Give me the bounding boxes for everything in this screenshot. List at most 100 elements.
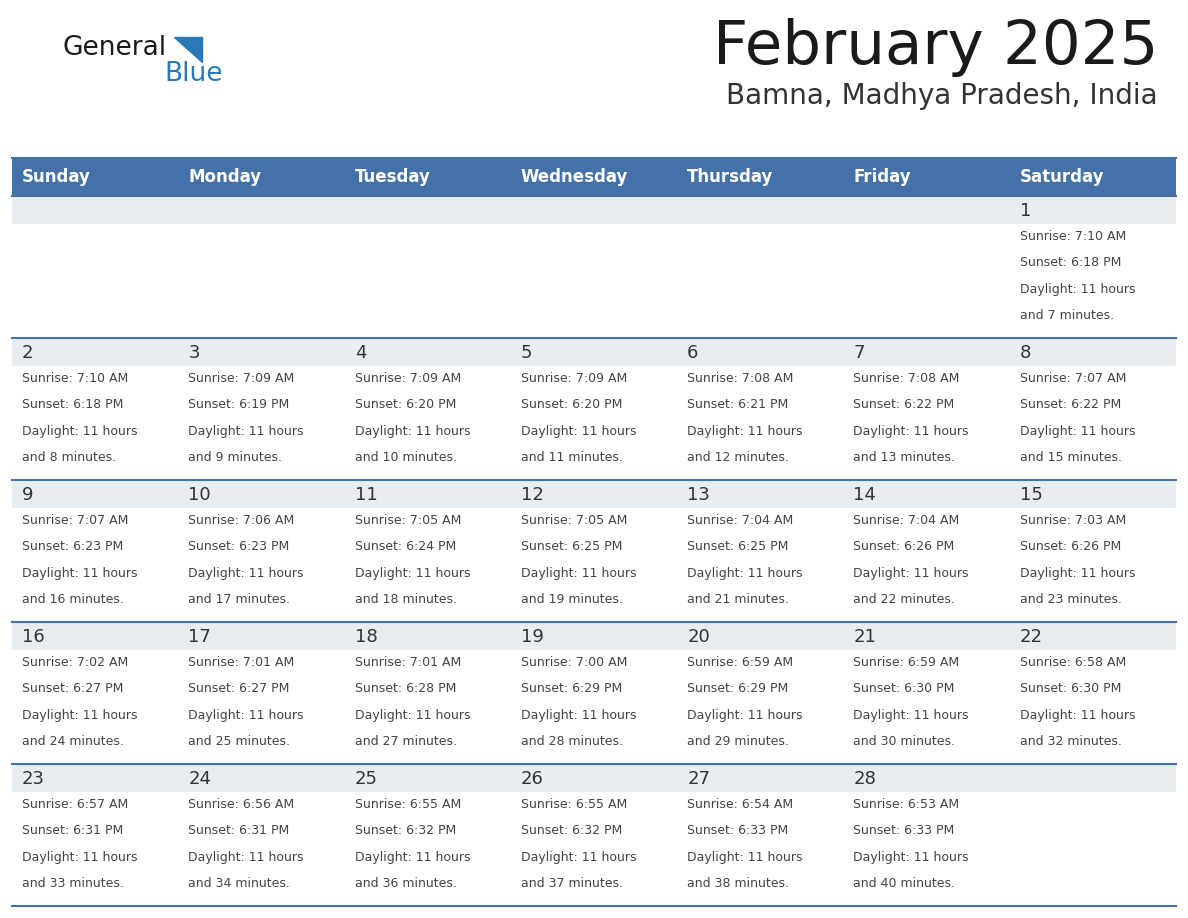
Text: Sunrise: 6:55 AM: Sunrise: 6:55 AM (354, 798, 461, 811)
Text: 20: 20 (687, 628, 710, 646)
Text: 10: 10 (188, 486, 211, 504)
Text: Saturday: Saturday (1019, 168, 1104, 186)
Text: Sunrise: 7:01 AM: Sunrise: 7:01 AM (354, 656, 461, 669)
Text: 6: 6 (687, 344, 699, 362)
Text: Sunset: 6:29 PM: Sunset: 6:29 PM (687, 682, 789, 695)
Text: Thursday: Thursday (687, 168, 773, 186)
Text: Sunrise: 7:03 AM: Sunrise: 7:03 AM (1019, 514, 1126, 527)
Text: Daylight: 11 hours: Daylight: 11 hours (1019, 709, 1136, 722)
Text: and 12 minutes.: and 12 minutes. (687, 451, 789, 464)
Text: Daylight: 11 hours: Daylight: 11 hours (23, 709, 138, 722)
Text: Sunset: 6:26 PM: Sunset: 6:26 PM (853, 541, 955, 554)
Text: Sunset: 6:23 PM: Sunset: 6:23 PM (188, 541, 290, 554)
Text: Daylight: 11 hours: Daylight: 11 hours (687, 566, 803, 579)
Text: Daylight: 11 hours: Daylight: 11 hours (853, 424, 969, 438)
Text: Sunset: 6:27 PM: Sunset: 6:27 PM (23, 682, 124, 695)
Text: 3: 3 (188, 344, 200, 362)
Text: 28: 28 (853, 770, 877, 788)
Text: Sunset: 6:21 PM: Sunset: 6:21 PM (687, 398, 789, 411)
Text: Sunrise: 7:00 AM: Sunrise: 7:00 AM (520, 656, 627, 669)
Text: 13: 13 (687, 486, 710, 504)
Text: Tuesday: Tuesday (354, 168, 430, 186)
Text: Sunset: 6:22 PM: Sunset: 6:22 PM (853, 398, 955, 411)
Text: Daylight: 11 hours: Daylight: 11 hours (687, 709, 803, 722)
Text: 14: 14 (853, 486, 877, 504)
Text: Sunset: 6:20 PM: Sunset: 6:20 PM (354, 398, 456, 411)
Text: Sunrise: 7:05 AM: Sunrise: 7:05 AM (520, 514, 627, 527)
Text: Sunrise: 7:09 AM: Sunrise: 7:09 AM (520, 372, 627, 385)
Text: Sunset: 6:32 PM: Sunset: 6:32 PM (354, 824, 456, 837)
Text: Sunset: 6:27 PM: Sunset: 6:27 PM (188, 682, 290, 695)
Text: Daylight: 11 hours: Daylight: 11 hours (188, 851, 304, 864)
Text: and 23 minutes.: and 23 minutes. (1019, 593, 1121, 606)
Text: Sunrise: 6:57 AM: Sunrise: 6:57 AM (23, 798, 128, 811)
Text: Sunset: 6:18 PM: Sunset: 6:18 PM (1019, 256, 1121, 269)
Text: Daylight: 11 hours: Daylight: 11 hours (520, 851, 637, 864)
Text: and 22 minutes.: and 22 minutes. (853, 593, 955, 606)
Text: Daylight: 11 hours: Daylight: 11 hours (687, 851, 803, 864)
Text: Sunrise: 7:07 AM: Sunrise: 7:07 AM (23, 514, 128, 527)
Text: 9: 9 (23, 486, 33, 504)
Text: and 19 minutes.: and 19 minutes. (520, 593, 623, 606)
Text: Daylight: 11 hours: Daylight: 11 hours (1019, 424, 1136, 438)
Bar (12, 338, 1176, 366)
Text: 4: 4 (354, 344, 366, 362)
Bar (12, 792, 1176, 906)
Text: 23: 23 (23, 770, 45, 788)
Text: Daylight: 11 hours: Daylight: 11 hours (354, 709, 470, 722)
Text: General: General (62, 35, 166, 61)
Text: Sunrise: 6:59 AM: Sunrise: 6:59 AM (687, 656, 794, 669)
Text: Sunrise: 7:09 AM: Sunrise: 7:09 AM (188, 372, 295, 385)
Text: Sunset: 6:31 PM: Sunset: 6:31 PM (23, 824, 124, 837)
Text: 8: 8 (1019, 344, 1031, 362)
Text: 2: 2 (23, 344, 33, 362)
Text: 16: 16 (23, 628, 45, 646)
Text: Daylight: 11 hours: Daylight: 11 hours (23, 566, 138, 579)
Text: Daylight: 11 hours: Daylight: 11 hours (853, 851, 969, 864)
Polygon shape (173, 37, 202, 62)
Text: 21: 21 (853, 628, 877, 646)
Text: Sunset: 6:18 PM: Sunset: 6:18 PM (23, 398, 124, 411)
Text: Sunrise: 6:56 AM: Sunrise: 6:56 AM (188, 798, 295, 811)
Text: Sunrise: 7:08 AM: Sunrise: 7:08 AM (853, 372, 960, 385)
Text: Sunset: 6:25 PM: Sunset: 6:25 PM (520, 541, 623, 554)
Text: Friday: Friday (853, 168, 911, 186)
Text: Sunrise: 7:06 AM: Sunrise: 7:06 AM (188, 514, 295, 527)
Text: Sunrise: 6:59 AM: Sunrise: 6:59 AM (853, 656, 960, 669)
Text: 24: 24 (188, 770, 211, 788)
Text: Daylight: 11 hours: Daylight: 11 hours (1019, 283, 1136, 296)
Text: Daylight: 11 hours: Daylight: 11 hours (188, 566, 304, 579)
Text: Daylight: 11 hours: Daylight: 11 hours (354, 566, 470, 579)
Text: Daylight: 11 hours: Daylight: 11 hours (354, 851, 470, 864)
Text: 26: 26 (520, 770, 544, 788)
Text: and 32 minutes.: and 32 minutes. (1019, 734, 1121, 748)
Text: Sunrise: 7:08 AM: Sunrise: 7:08 AM (687, 372, 794, 385)
Text: Daylight: 11 hours: Daylight: 11 hours (23, 851, 138, 864)
Text: Sunset: 6:31 PM: Sunset: 6:31 PM (188, 824, 290, 837)
Text: Blue: Blue (164, 61, 222, 87)
Text: 17: 17 (188, 628, 211, 646)
Text: and 25 minutes.: and 25 minutes. (188, 734, 290, 748)
Text: 22: 22 (1019, 628, 1043, 646)
Bar (12, 366, 1176, 480)
Text: Sunrise: 7:09 AM: Sunrise: 7:09 AM (354, 372, 461, 385)
Text: and 37 minutes.: and 37 minutes. (520, 877, 623, 890)
Bar (12, 764, 1176, 792)
Text: 25: 25 (354, 770, 378, 788)
Text: and 38 minutes.: and 38 minutes. (687, 877, 789, 890)
Text: Daylight: 11 hours: Daylight: 11 hours (1019, 566, 1136, 579)
Text: Sunset: 6:23 PM: Sunset: 6:23 PM (23, 541, 124, 554)
Text: and 24 minutes.: and 24 minutes. (23, 734, 124, 748)
Text: Sunset: 6:30 PM: Sunset: 6:30 PM (853, 682, 955, 695)
Text: 15: 15 (1019, 486, 1043, 504)
Text: Sunrise: 6:54 AM: Sunrise: 6:54 AM (687, 798, 794, 811)
Text: and 8 minutes.: and 8 minutes. (23, 451, 116, 464)
Text: and 15 minutes.: and 15 minutes. (1019, 451, 1121, 464)
Text: and 34 minutes.: and 34 minutes. (188, 877, 290, 890)
Text: Sunset: 6:26 PM: Sunset: 6:26 PM (1019, 541, 1121, 554)
Text: Sunrise: 7:05 AM: Sunrise: 7:05 AM (354, 514, 461, 527)
Text: Sunset: 6:30 PM: Sunset: 6:30 PM (1019, 682, 1121, 695)
Text: Sunset: 6:33 PM: Sunset: 6:33 PM (687, 824, 789, 837)
Text: February 2025: February 2025 (713, 18, 1158, 77)
Text: and 21 minutes.: and 21 minutes. (687, 593, 789, 606)
